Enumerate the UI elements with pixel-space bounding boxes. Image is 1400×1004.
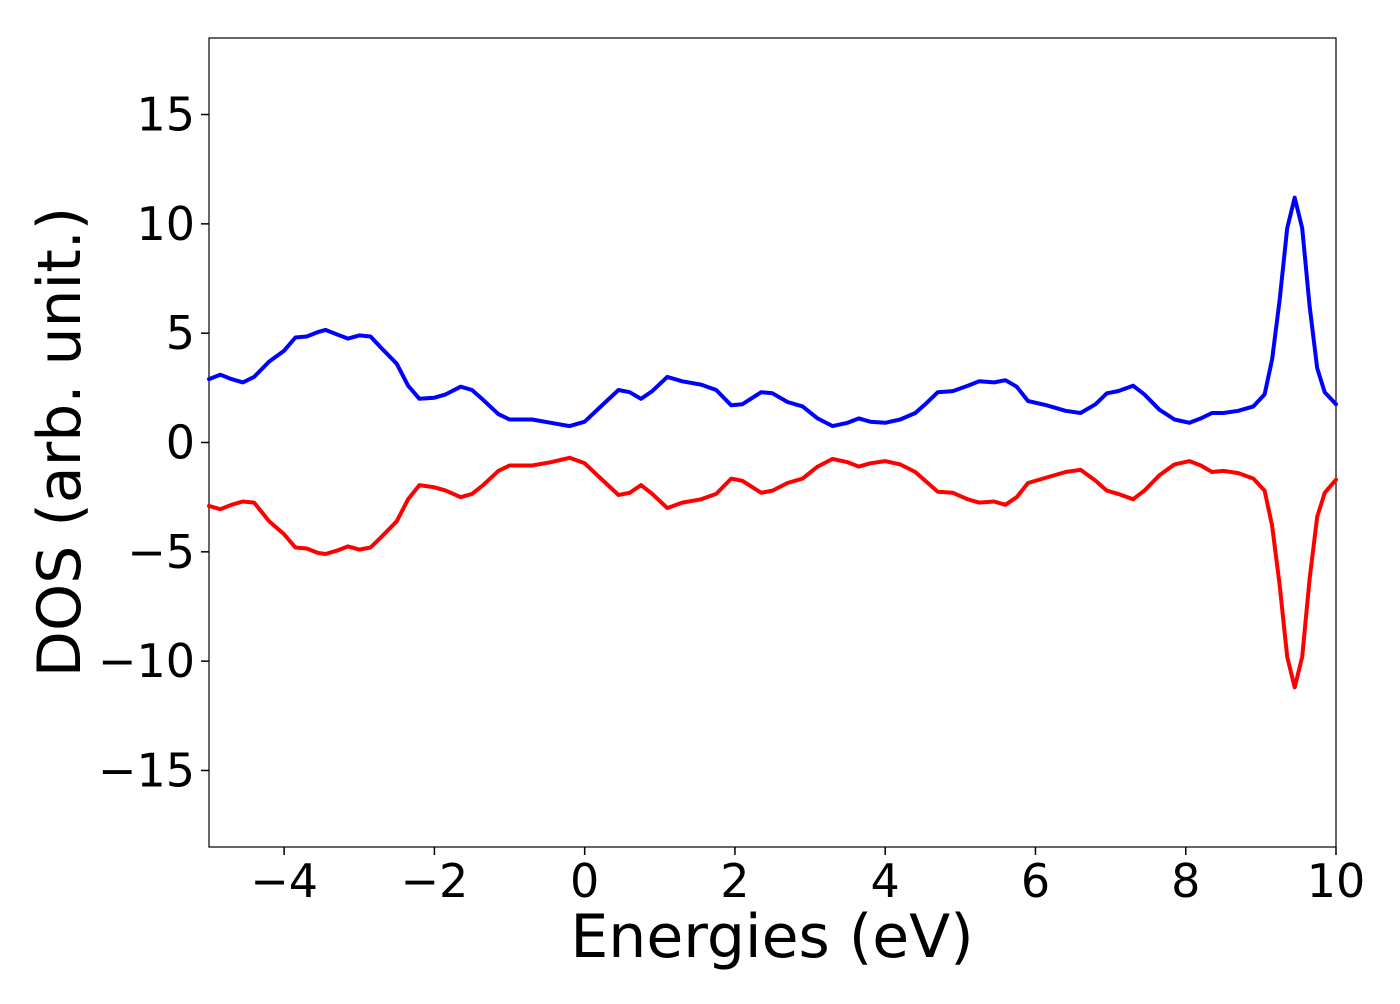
y-tick-label: 5: [166, 306, 195, 360]
y-tick-label: 0: [166, 416, 195, 470]
x-tick-label: 4: [871, 854, 900, 908]
y-tick-label: 15: [136, 88, 195, 142]
x-tick-label: −2: [400, 854, 468, 908]
x-tick-label: 2: [720, 854, 749, 908]
dos-series-2-line: [207, 455, 1338, 690]
x-tick-label: 8: [1171, 854, 1200, 908]
x-tick-label: −4: [250, 854, 318, 908]
x-tick-label: 10: [1307, 854, 1366, 908]
x-tick-label: 6: [1021, 854, 1050, 908]
y-axis-label: DOS (arb. unit.): [25, 207, 95, 677]
plot-frame: [208, 37, 1337, 848]
y-tick-label: −15: [98, 743, 195, 797]
y-tick-label: −10: [98, 634, 195, 688]
y-tick-label: 10: [136, 197, 195, 251]
y-axis-ticks: −15 −10 −5 0 5 10 15: [98, 88, 209, 797]
y-tick-label: −5: [127, 525, 195, 579]
x-tick-label: 0: [570, 854, 599, 908]
series-layer: [207, 195, 1338, 690]
dos-series-1-line: [207, 195, 1338, 429]
plot-area: [208, 37, 1337, 848]
x-axis-label: Energies (eV): [570, 902, 973, 972]
x-axis-ticks: −4 −2 0 2 4 6 8 10: [250, 847, 1365, 908]
